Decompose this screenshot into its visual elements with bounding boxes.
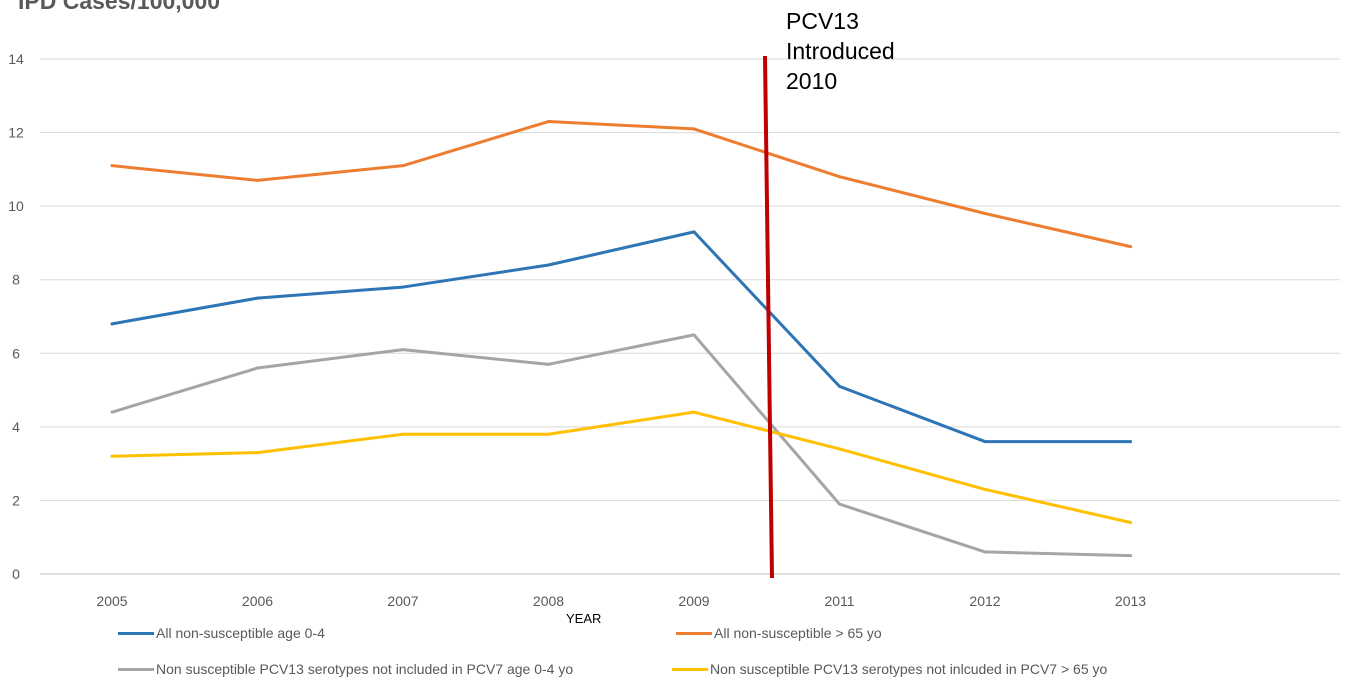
series-lines — [110, 120, 1132, 558]
annotation-line-3: 2010 — [786, 68, 838, 94]
pcv13-marker-line — [763, 55, 774, 579]
data-point — [547, 120, 550, 124]
legend-item-series-1: All non-susceptible age 0-4 — [118, 625, 325, 641]
y-tick-label: 10 — [8, 198, 24, 214]
data-point — [692, 410, 696, 414]
legend-item-series-3: Non susceptible PCV13 serotypes not incl… — [118, 661, 573, 677]
pcv13-annotation: PCV13 Introduced 2010 — [786, 6, 895, 96]
data-point — [547, 263, 550, 267]
y-tick-label: 4 — [12, 419, 20, 435]
data-point — [256, 296, 259, 300]
data-point — [1129, 554, 1132, 558]
y-tick-label: 12 — [8, 125, 24, 141]
data-point — [1129, 521, 1132, 524]
y-tick-label: 2 — [12, 492, 20, 508]
x-tick-label: 2012 — [969, 593, 1000, 609]
y-axis-title: IPD Cases/100,000 — [18, 0, 221, 14]
y-tick-label: 8 — [12, 272, 20, 288]
data-point — [401, 285, 405, 289]
data-point — [401, 164, 405, 168]
legend-swatch — [118, 631, 154, 635]
y-tick-label: 6 — [12, 345, 20, 361]
data-point — [983, 212, 987, 215]
data-point — [110, 322, 114, 326]
legend-item-series-2: All non-susceptible > 65 yo — [676, 625, 882, 641]
series-line-2 — [110, 120, 1132, 249]
data-point — [110, 454, 114, 458]
x-tick-label: 2007 — [387, 593, 418, 609]
data-point — [401, 348, 405, 352]
data-point — [983, 487, 987, 491]
data-point — [110, 410, 114, 414]
series-line-1 — [110, 230, 1132, 444]
x-axis-title: YEAR — [566, 611, 602, 626]
x-tick-label: 2013 — [1115, 593, 1146, 609]
legend-label: All non-susceptible age 0-4 — [156, 625, 325, 641]
legend-item-series-4: Non susceptible PCV13 serotypes not inlc… — [672, 661, 1107, 677]
series-line-3 — [110, 333, 1132, 558]
legend-label: All non-susceptible > 65 yo — [714, 625, 882, 641]
data-point — [1129, 245, 1132, 249]
data-point — [838, 384, 841, 388]
legend-swatch — [672, 667, 708, 671]
data-point — [692, 230, 696, 234]
data-point — [838, 502, 841, 506]
y-tick-labels: 0 2 4 6 8 10 12 14 — [8, 51, 24, 582]
legend-label: Non susceptible PCV13 serotypes not incl… — [156, 661, 574, 677]
x-tick-labels: 2005 2006 2007 2008 2009 2011 2012 2013 — [96, 593, 1146, 609]
data-point — [547, 362, 550, 366]
legend-swatch — [676, 631, 712, 635]
legend-swatch — [118, 667, 154, 671]
x-tick-label: 2011 — [824, 593, 854, 609]
x-tick-label: 2009 — [678, 593, 709, 609]
data-point — [838, 447, 841, 451]
pcv13-introduction-marker — [763, 55, 774, 579]
legend-label: Non susceptible PCV13 serotypes not inlc… — [710, 661, 1108, 677]
data-point — [692, 333, 696, 337]
data-point — [110, 164, 114, 168]
x-tick-label: 2006 — [242, 593, 273, 609]
data-point — [983, 550, 987, 554]
x-tick-label: 2005 — [96, 593, 127, 609]
data-point — [256, 178, 259, 182]
data-point — [256, 451, 259, 455]
y-tick-label: 14 — [8, 51, 24, 67]
data-point — [838, 175, 841, 179]
data-point — [983, 440, 987, 444]
x-tick-label: 2008 — [533, 593, 564, 609]
data-point — [692, 127, 696, 131]
data-point — [256, 366, 259, 370]
data-point — [401, 432, 405, 436]
gridlines — [40, 58, 1340, 575]
y-tick-label: 0 — [12, 566, 20, 582]
annotation-line-2: Introduced — [786, 38, 895, 64]
data-point — [1129, 440, 1132, 444]
annotation-line-1: PCV13 — [786, 8, 859, 34]
series-line-4 — [110, 410, 1132, 524]
data-point — [547, 432, 550, 436]
